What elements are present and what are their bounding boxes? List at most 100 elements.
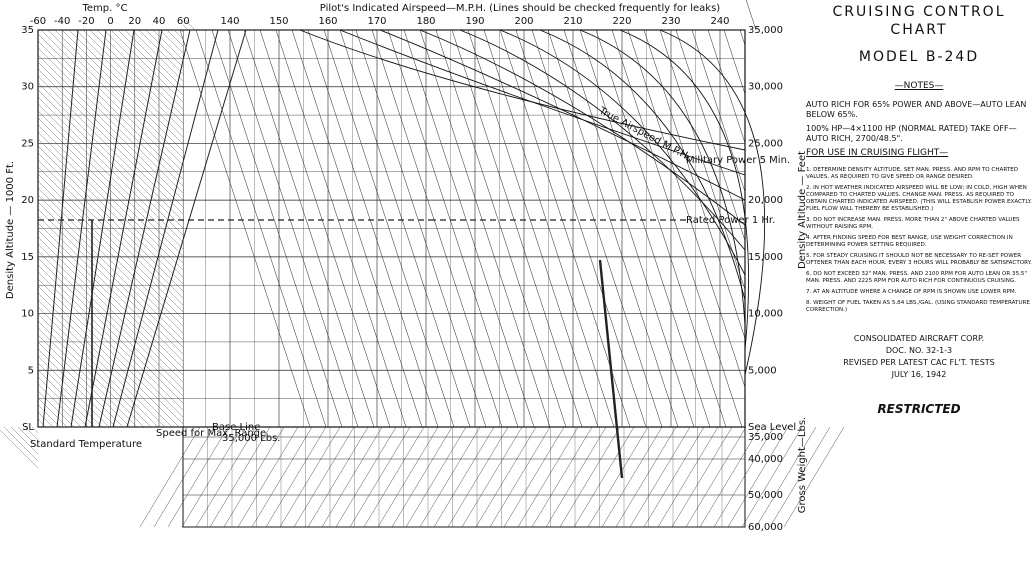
line bbox=[387, 29, 519, 428]
line bbox=[37, 236, 184, 383]
line bbox=[84, 29, 163, 428]
line bbox=[433, 426, 495, 528]
line bbox=[307, 426, 369, 528]
line bbox=[323, 29, 455, 428]
line bbox=[37, 47, 184, 194]
line bbox=[503, 426, 565, 528]
tick-label: 15 bbox=[21, 252, 34, 263]
line bbox=[70, 29, 135, 428]
line bbox=[42, 29, 79, 428]
title: CRUISING CONTROL bbox=[832, 4, 1006, 20]
line bbox=[371, 29, 503, 428]
line bbox=[545, 426, 607, 528]
tas-line bbox=[659, 29, 766, 376]
tick-label: 190 bbox=[465, 16, 484, 27]
line bbox=[37, 257, 184, 404]
note: AUTO RICH FOR 65% POWER AND ABOVE—AUTO L… bbox=[806, 99, 1027, 119]
line bbox=[37, 33, 184, 180]
line bbox=[601, 426, 663, 528]
line bbox=[37, 355, 110, 428]
line bbox=[110, 29, 184, 103]
line bbox=[598, 259, 624, 479]
line bbox=[741, 426, 803, 528]
line bbox=[405, 426, 467, 528]
line bbox=[75, 29, 184, 138]
note-item: 1. DETERMINE DENSITY ALTITUDE, SET MAN. … bbox=[806, 167, 1019, 180]
line bbox=[223, 426, 285, 528]
footer: JULY 16, 1942 bbox=[891, 369, 947, 379]
line bbox=[259, 29, 391, 428]
note-item: 6. DO NOT EXCEED 32" MAN. PRESS. AND 210… bbox=[806, 270, 1028, 284]
line bbox=[182, 24, 189, 31]
line bbox=[37, 264, 184, 411]
line bbox=[391, 426, 453, 528]
label: 35,000 Lbs. bbox=[222, 433, 280, 444]
line bbox=[517, 426, 579, 528]
line bbox=[251, 426, 313, 528]
line bbox=[37, 306, 159, 428]
line bbox=[37, 425, 40, 428]
tick-label: 5 bbox=[28, 365, 34, 376]
line bbox=[37, 285, 180, 428]
line bbox=[180, 29, 184, 33]
line bbox=[531, 29, 663, 428]
tas-line bbox=[379, 29, 746, 201]
line bbox=[40, 29, 184, 173]
line bbox=[117, 29, 184, 96]
line bbox=[138, 29, 184, 75]
line bbox=[37, 166, 184, 313]
tas-line bbox=[299, 29, 746, 151]
line bbox=[335, 426, 397, 528]
line bbox=[152, 29, 184, 61]
line bbox=[181, 426, 243, 528]
line bbox=[727, 426, 789, 528]
line bbox=[713, 426, 775, 528]
line bbox=[0, 429, 39, 469]
note-item: 7. AT AN ALTITUDE WHERE A CHANGE OF RPM … bbox=[806, 288, 1017, 295]
line bbox=[419, 29, 551, 428]
label: True Airspeed M.P.H. bbox=[596, 105, 692, 163]
tick-label: 30,000 bbox=[748, 82, 783, 93]
notes-heading: —NOTES— bbox=[894, 80, 944, 91]
tick-label: 25,000 bbox=[748, 138, 783, 149]
tas-line bbox=[539, 29, 746, 301]
line bbox=[363, 426, 425, 528]
line bbox=[615, 426, 677, 528]
note-item: 4. AFTER FINDING SPEED FOR BEST RANGE, U… bbox=[806, 234, 1013, 248]
tick-label: 15,000 bbox=[748, 252, 783, 263]
line bbox=[675, 29, 746, 241]
line bbox=[3, 426, 39, 462]
line bbox=[691, 29, 746, 192]
line bbox=[243, 29, 375, 428]
line bbox=[227, 29, 359, 428]
line bbox=[489, 426, 551, 528]
line bbox=[783, 426, 845, 528]
tas-line bbox=[459, 29, 746, 251]
line bbox=[37, 96, 184, 243]
footer: DOC. NO. 32-1-3 bbox=[885, 345, 953, 355]
tick-label: 20,000 bbox=[748, 195, 783, 206]
line bbox=[37, 68, 184, 215]
line bbox=[339, 29, 471, 428]
line bbox=[37, 54, 184, 201]
line bbox=[112, 29, 219, 428]
title: CHART bbox=[890, 21, 948, 38]
tick-label: 220 bbox=[612, 16, 631, 27]
line bbox=[37, 201, 184, 348]
tick-label: 10,000 bbox=[748, 309, 783, 320]
line bbox=[17, 426, 39, 448]
line bbox=[126, 29, 247, 428]
tick-label: -60 bbox=[30, 16, 46, 27]
line bbox=[61, 29, 184, 152]
line bbox=[595, 29, 727, 428]
line bbox=[37, 411, 54, 428]
tick-label: 40,000 bbox=[748, 454, 783, 465]
tick-label: 180 bbox=[416, 16, 435, 27]
tick-label: 170 bbox=[367, 16, 386, 27]
note-item: 2. IN HOT WEATHER INDICATED AIRSPEED WIL… bbox=[806, 184, 1032, 212]
note-item: 3. DO NOT INCREASE MAN. PRESS. MORE THAN… bbox=[806, 216, 1020, 230]
line bbox=[531, 426, 593, 528]
tas-line bbox=[579, 29, 746, 326]
